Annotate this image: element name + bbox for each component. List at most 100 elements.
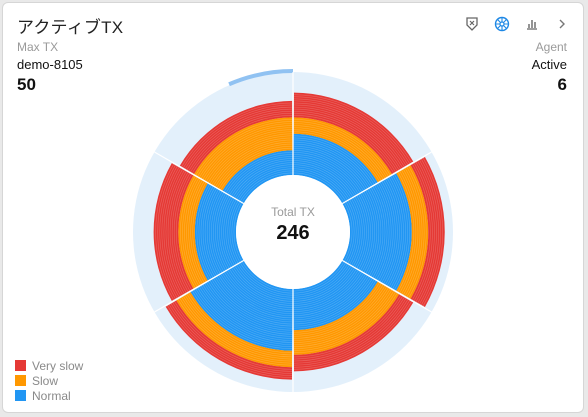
ring-line — [347, 200, 357, 264]
ring-line — [293, 127, 384, 180]
ring-line — [171, 172, 189, 292]
agent-2-slow-segment[interactable] — [396, 165, 429, 299]
max-tx-agent: demo-8105 — [17, 57, 83, 72]
legend-item-normal[interactable]: Normal — [15, 388, 83, 403]
ring-line — [293, 147, 366, 190]
ring-line — [365, 190, 378, 274]
agent-4-very-slow-segment[interactable] — [165, 300, 293, 380]
ring-line — [397, 172, 415, 292]
ring-line — [183, 104, 293, 168]
legend-swatch-normal — [15, 390, 26, 401]
ring-line — [404, 168, 423, 296]
ring-line — [195, 119, 293, 176]
ring-line — [372, 186, 386, 278]
ring-line — [204, 283, 293, 335]
active-tx-wheel-chart: Total TX 246 — [133, 69, 453, 392]
ring-line — [210, 191, 223, 273]
ring-line — [360, 193, 371, 271]
ring-line — [172, 302, 293, 372]
ring-line — [293, 141, 371, 187]
ring-line — [221, 196, 232, 268]
ring-line — [293, 280, 377, 329]
agent-3-very-slow-segment[interactable] — [293, 294, 414, 372]
ring-line — [293, 300, 410, 368]
ring-line — [293, 158, 357, 195]
agent-4-normal-segment[interactable] — [190, 260, 293, 351]
ring-line — [240, 170, 293, 202]
ring-line — [206, 131, 293, 182]
agent-5-normal-segment[interactable] — [194, 183, 244, 281]
wheel-view-icon[interactable] — [491, 13, 513, 35]
ring-line — [293, 94, 412, 163]
ring-line — [369, 188, 382, 276]
agent-1-very-slow-segment[interactable] — [293, 92, 414, 174]
ring-line — [345, 201, 355, 263]
ring-line — [293, 269, 357, 306]
max-tx-label: Max TX — [17, 40, 59, 54]
filter-shield-icon[interactable] — [461, 13, 483, 35]
agent-5-slow-segment[interactable] — [178, 175, 208, 289]
agent-divider — [154, 151, 244, 205]
max-tx-value: 50 — [17, 75, 36, 94]
ring-line — [184, 295, 293, 358]
ring-line — [293, 131, 380, 182]
ring-line — [186, 108, 293, 170]
ring-line — [211, 279, 293, 327]
agent-6-slow-segment[interactable] — [194, 117, 293, 191]
agent-4-slow-segment[interactable] — [176, 292, 293, 368]
ring-line — [293, 297, 405, 362]
agent-5-very-slow-segment[interactable] — [153, 163, 194, 301]
ring-line — [293, 277, 371, 323]
ring-line — [376, 184, 390, 280]
ring-line — [293, 123, 387, 178]
ring-line — [293, 149, 364, 191]
ring-line — [293, 137, 375, 185]
agent-1-normal-segment[interactable] — [293, 133, 378, 204]
ring-line — [293, 135, 377, 184]
ring-line — [374, 185, 388, 279]
ring-line — [202, 127, 293, 180]
ring-line — [167, 305, 292, 378]
ring-line — [293, 145, 368, 189]
bar-chart-icon[interactable] — [521, 13, 543, 35]
ring-line — [165, 169, 183, 295]
legend-item-slow[interactable]: Slow — [15, 373, 83, 388]
agent-1-slow-segment[interactable] — [293, 117, 392, 183]
agent-2-normal-segment[interactable] — [342, 173, 412, 291]
ring-line — [293, 156, 359, 194]
ring-line — [229, 158, 293, 195]
ring-line — [293, 270, 359, 308]
ring-line — [293, 279, 375, 327]
ring-line — [170, 303, 293, 374]
agent-6-normal-segment[interactable] — [222, 150, 293, 204]
agent-6-very-slow-segment[interactable] — [179, 100, 293, 174]
ring-line — [293, 283, 382, 335]
ring-line — [293, 291, 396, 352]
ring-line — [233, 202, 242, 262]
ring-line — [422, 157, 443, 307]
agent-3-normal-segment[interactable] — [293, 260, 378, 331]
ring-line — [236, 264, 293, 298]
ring-line — [234, 164, 293, 199]
ring-line — [293, 110, 398, 171]
ring-line — [293, 108, 400, 170]
ring-line — [293, 262, 346, 294]
ring-line — [200, 186, 214, 278]
agent-count: 6 — [557, 75, 567, 94]
ring-line — [186, 179, 201, 285]
legend-item-very-slow[interactable]: Very slow — [15, 358, 83, 373]
agent-3-slow-segment[interactable] — [293, 281, 400, 355]
ring-line — [202, 187, 216, 277]
ring-line — [186, 294, 293, 356]
ring-line — [227, 156, 293, 194]
chevron-right-icon[interactable] — [551, 13, 573, 35]
ring-line — [293, 98, 409, 165]
ring-line — [206, 282, 293, 333]
agent-2-very-slow-segment[interactable] — [410, 157, 445, 307]
ring-line — [182, 177, 198, 287]
ring-line — [293, 162, 354, 198]
ring-line — [387, 178, 402, 286]
ring-line — [293, 139, 373, 186]
ring-line — [231, 201, 241, 263]
ring-line — [220, 274, 293, 317]
